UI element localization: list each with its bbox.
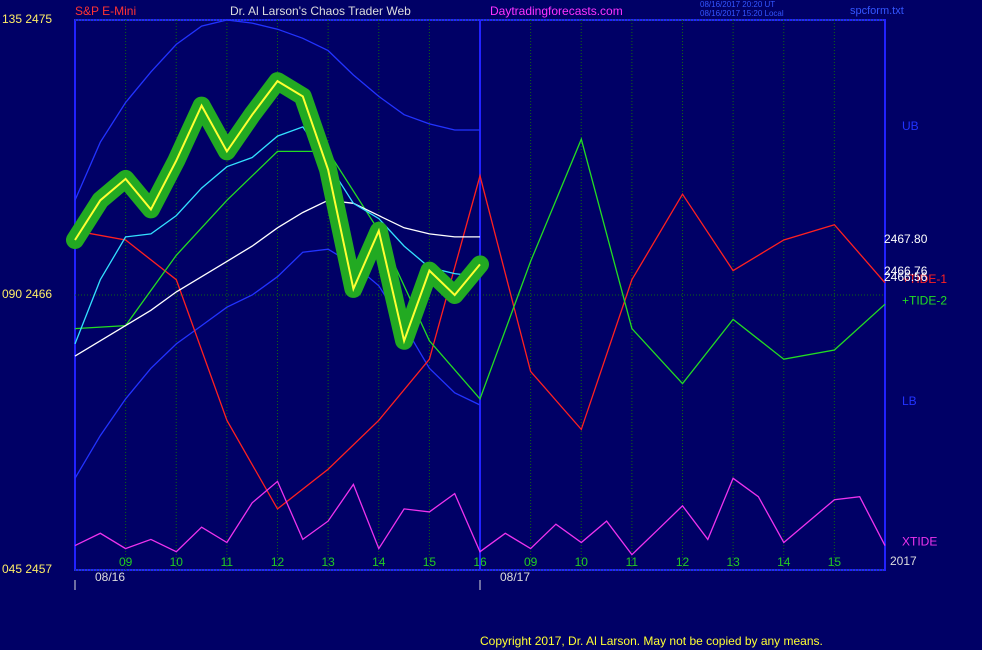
- x-tick-label: 12: [676, 555, 690, 569]
- series-label: XTIDE: [902, 535, 937, 549]
- chart-title: Dr. Al Larson's Chaos Trader Web: [230, 4, 411, 18]
- x-tick-label: 10: [575, 555, 589, 569]
- series-line: [74, 79, 481, 345]
- series-line: [74, 477, 886, 556]
- price-label: 2466.76: [884, 264, 928, 278]
- date-tick-label: 08/17: [500, 570, 530, 584]
- y-tick-label: 045 2457: [2, 562, 52, 576]
- x-tick-label: 15: [423, 555, 437, 569]
- series-line: [74, 173, 886, 510]
- price-label: 2467.80: [884, 232, 928, 246]
- series-label: +TIDE-2: [902, 293, 947, 307]
- series-label: UB: [902, 119, 919, 133]
- x-tick-label: 15: [828, 555, 842, 569]
- x-tick-label: 14: [777, 555, 791, 569]
- symbol: S&P E-Mini: [75, 4, 136, 18]
- x-tick-label: 13: [321, 555, 335, 569]
- x-tick-label: 09: [119, 555, 133, 569]
- y-tick-label: 090 2466: [2, 287, 52, 301]
- x-tick-label: 09: [524, 555, 538, 569]
- series-label: +TIDE-1: [902, 272, 947, 286]
- file-name: spcform.txt: [850, 5, 904, 17]
- x-tick-label: 14: [372, 555, 386, 569]
- website: Daytradingforecasts.com: [490, 4, 623, 18]
- timestamp: 08/16/2017 15:20 Local: [700, 9, 784, 18]
- x-tick-label: 12: [271, 555, 285, 569]
- series-label: LB: [902, 394, 917, 408]
- y-tick-label: 135 2475: [2, 12, 52, 26]
- series-line: [74, 137, 886, 401]
- series-line: [74, 126, 481, 345]
- x-tick-label: 11: [221, 555, 234, 569]
- price-label: 2466.56: [884, 270, 928, 284]
- year-label: 2017: [890, 554, 917, 568]
- date-tick-label: 08/16: [95, 570, 125, 584]
- series-line: [74, 19, 480, 201]
- x-tick-label: 11: [626, 555, 639, 569]
- x-tick-label: 10: [170, 555, 184, 569]
- x-tick-label: 13: [726, 555, 740, 569]
- copyright: Copyright 2017, Dr. Al Larson. May not b…: [480, 634, 823, 648]
- timestamp: 08/16/2017 20:20 UT: [700, 0, 775, 9]
- series-line: [74, 199, 480, 357]
